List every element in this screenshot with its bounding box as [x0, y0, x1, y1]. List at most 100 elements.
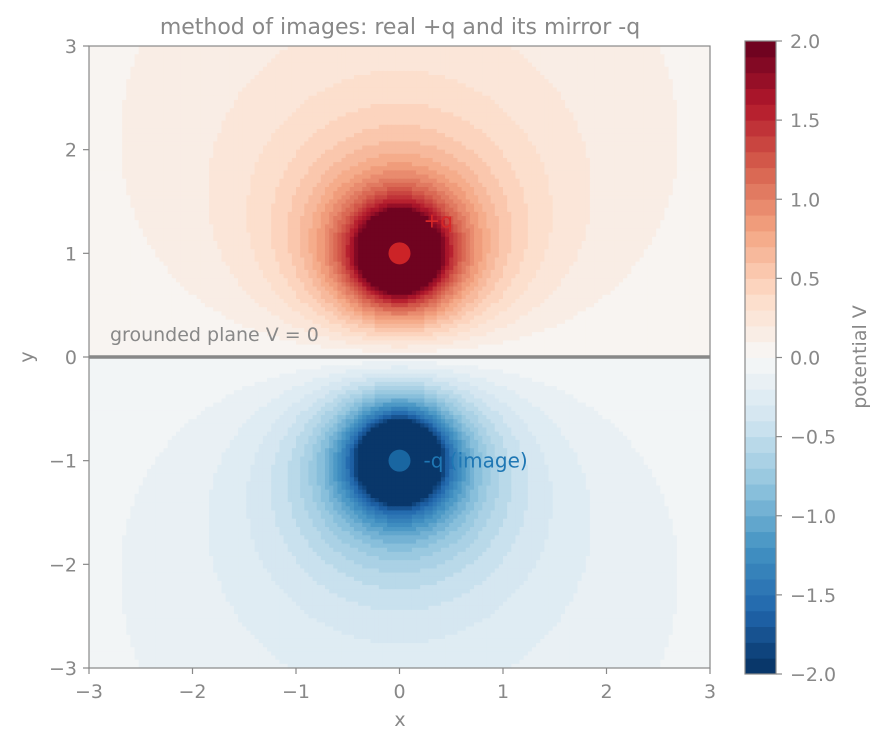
field-cell — [581, 70, 587, 76]
field-cell — [155, 58, 160, 64]
field-cell — [341, 120, 347, 126]
field-cell — [134, 153, 140, 159]
field-cell — [589, 66, 595, 72]
field-cell — [320, 75, 326, 80]
field-cell — [676, 153, 682, 159]
field-cell — [300, 128, 305, 134]
field-cell — [117, 157, 123, 163]
field-cell — [200, 66, 206, 72]
field-cell — [296, 95, 301, 101]
field-cell — [474, 91, 479, 97]
field-cell — [627, 83, 632, 89]
field-cell — [652, 149, 657, 155]
field-cell — [482, 95, 488, 101]
field-cell — [548, 178, 554, 184]
field-cell — [681, 112, 686, 118]
field-cell — [93, 182, 98, 188]
field-cell — [560, 54, 566, 60]
field-cell — [635, 174, 641, 180]
field-cell — [664, 137, 670, 142]
field-cell — [159, 87, 165, 93]
field-cell — [474, 124, 479, 130]
field-cell — [573, 178, 579, 184]
field-cell — [416, 58, 421, 64]
field-cell — [469, 128, 475, 134]
field-cell — [643, 170, 649, 176]
field-cell — [407, 54, 413, 60]
field-cell — [436, 75, 442, 80]
field-cell — [689, 58, 695, 64]
field-cell — [589, 91, 595, 97]
field-cell — [445, 75, 450, 80]
field-cell — [457, 162, 463, 167]
field-cell — [668, 153, 674, 159]
field-cell — [196, 70, 202, 76]
field-cell — [341, 153, 347, 159]
field-cell — [130, 157, 136, 163]
field-cell — [333, 83, 338, 89]
field-cell — [589, 178, 595, 184]
field-cell — [134, 170, 140, 176]
field-cell — [142, 166, 148, 171]
field-cell — [378, 133, 384, 138]
field-cell — [283, 66, 289, 72]
field-cell — [627, 62, 632, 68]
field-cell — [614, 149, 620, 155]
field-cell — [229, 166, 235, 171]
field-cell — [151, 95, 156, 101]
field-cell — [594, 124, 599, 130]
field-cell — [573, 87, 579, 93]
field-cell — [548, 54, 554, 60]
field-cell — [639, 54, 645, 60]
field-cell — [565, 46, 570, 51]
field-cell — [262, 124, 268, 130]
field-cell — [142, 178, 148, 184]
field-cell — [329, 79, 334, 84]
field-cell — [204, 54, 210, 60]
field-cell — [465, 50, 471, 55]
field-cell — [93, 124, 98, 130]
field-cell — [93, 133, 98, 138]
field-cell — [97, 79, 103, 84]
field-cell — [631, 46, 637, 51]
field-cell — [275, 70, 281, 76]
field-cell — [598, 83, 603, 89]
field-cell — [378, 104, 384, 109]
field-cell — [490, 62, 496, 68]
field-cell — [370, 58, 376, 64]
field-cell — [146, 70, 152, 76]
field-cell — [498, 137, 504, 142]
field-cell — [97, 95, 103, 101]
field-cell — [130, 46, 136, 51]
field-cell — [333, 166, 338, 171]
field-cell — [117, 70, 123, 76]
field-cell — [544, 137, 550, 142]
field-cell — [180, 66, 185, 72]
field-cell — [540, 157, 545, 163]
field-cell — [316, 83, 322, 89]
field-cell — [465, 116, 471, 122]
field-cell — [432, 58, 438, 64]
field-cell — [631, 157, 637, 163]
field-cell — [569, 83, 574, 89]
field-cell — [353, 145, 359, 151]
field-cell — [316, 141, 322, 147]
field-cell — [341, 116, 347, 122]
field-cell — [171, 178, 177, 184]
field-cell — [614, 133, 620, 138]
field-cell — [204, 95, 210, 101]
field-cell — [647, 162, 653, 167]
field-cell — [453, 95, 459, 101]
field-cell — [623, 141, 628, 147]
field-cell — [97, 149, 103, 155]
field-cell — [291, 46, 297, 51]
field-cell — [275, 99, 281, 105]
field-cell — [440, 149, 446, 155]
field-cell — [362, 128, 367, 134]
field-cell — [482, 91, 488, 97]
field-cell — [138, 87, 144, 93]
field-cell — [424, 58, 430, 64]
field-cell — [652, 99, 657, 105]
field-cell — [614, 58, 620, 64]
field-cell — [515, 108, 521, 113]
